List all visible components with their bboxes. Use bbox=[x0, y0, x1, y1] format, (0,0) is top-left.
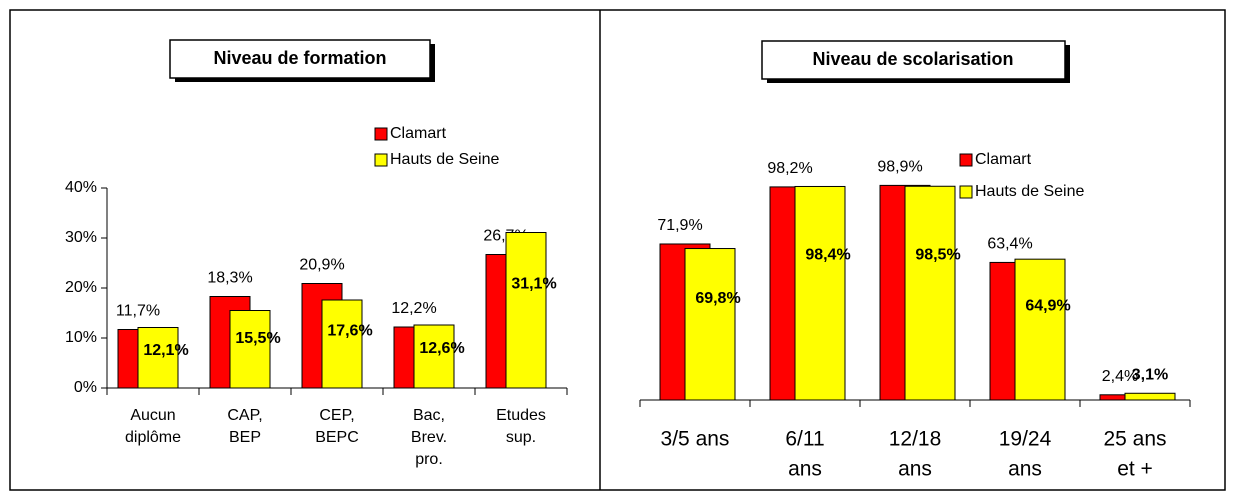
data-label: 2,4% bbox=[1102, 368, 1138, 385]
data-label: 12,2% bbox=[391, 300, 436, 317]
x-tick-label: pro. bbox=[415, 451, 443, 468]
bar bbox=[1014, 258, 1066, 401]
x-tick-label: et + bbox=[1117, 458, 1153, 481]
chart-title: Niveau de formation bbox=[213, 48, 386, 68]
title-box bbox=[169, 39, 431, 79]
x-tick-label: 19/24 bbox=[999, 428, 1052, 451]
data-label: 98,4% bbox=[805, 247, 850, 264]
x-tick-label: Brev. bbox=[411, 429, 447, 446]
data-label: 64,9% bbox=[1025, 298, 1070, 315]
data-label: 20,9% bbox=[299, 257, 344, 274]
y-tick-label: 10% bbox=[65, 329, 97, 346]
data-label: 71,9% bbox=[657, 217, 702, 234]
data-label: 98,5% bbox=[915, 247, 960, 264]
y-tick-label: 40% bbox=[65, 179, 97, 196]
legend-swatch bbox=[959, 185, 973, 199]
x-tick-label: Bac, bbox=[413, 407, 445, 424]
data-label: 31,1% bbox=[511, 275, 556, 292]
data-label: 69,8% bbox=[695, 290, 740, 307]
x-tick-label: CEP, bbox=[319, 407, 354, 424]
title-box bbox=[761, 40, 1066, 80]
x-tick-label: 12/18 bbox=[889, 428, 942, 451]
x-tick-label: Aucun bbox=[130, 407, 175, 424]
x-tick-label: BEP bbox=[229, 429, 261, 446]
x-tick-label: 3/5 ans bbox=[661, 428, 730, 451]
y-tick-label: 30% bbox=[65, 229, 97, 246]
y-tick-label: 20% bbox=[65, 279, 97, 296]
bar bbox=[794, 185, 846, 401]
data-label: 15,5% bbox=[235, 330, 280, 347]
chart-title: Niveau de scolarisation bbox=[812, 49, 1013, 69]
data-label: 98,9% bbox=[877, 159, 922, 176]
bar bbox=[137, 327, 179, 389]
x-tick-label: BEPC bbox=[315, 429, 359, 446]
data-label: 18,3% bbox=[207, 270, 252, 287]
legend-label: Clamart bbox=[975, 151, 1032, 168]
bar bbox=[505, 232, 547, 389]
x-tick-label: diplôme bbox=[125, 429, 181, 446]
x-tick-label: ans bbox=[898, 458, 932, 481]
x-tick-label: Etudes bbox=[496, 407, 546, 424]
bar bbox=[229, 310, 271, 389]
bar bbox=[684, 248, 736, 401]
data-label: 12,1% bbox=[143, 342, 188, 359]
data-label: 12,6% bbox=[419, 340, 464, 357]
x-tick-label: 6/11 bbox=[785, 428, 824, 451]
x-tick-label: ans bbox=[788, 458, 822, 481]
legend-swatch bbox=[374, 153, 388, 167]
x-tick-label: sup. bbox=[506, 429, 536, 446]
data-label: 11,7% bbox=[116, 303, 160, 320]
y-tick-label: 0% bbox=[74, 379, 97, 396]
x-tick-label: 25 ans bbox=[1103, 428, 1166, 451]
x-tick-label: CAP, bbox=[227, 407, 262, 424]
legend-swatch bbox=[374, 127, 388, 141]
data-label: 63,4% bbox=[987, 236, 1032, 253]
legend-label: Hauts de Seine bbox=[975, 183, 1085, 200]
frame bbox=[9, 9, 1226, 491]
bar bbox=[1124, 392, 1176, 401]
legend-label: Clamart bbox=[390, 125, 447, 142]
legend-swatch bbox=[959, 153, 973, 167]
x-tick-label: ans bbox=[1008, 458, 1042, 481]
bar bbox=[321, 299, 363, 389]
data-label: 17,6% bbox=[327, 323, 372, 340]
legend-label: Hauts de Seine bbox=[390, 151, 500, 168]
bar bbox=[413, 324, 455, 389]
data-label: 98,2% bbox=[767, 160, 812, 177]
bar bbox=[904, 185, 956, 401]
data-label: 3,1% bbox=[1132, 366, 1168, 383]
